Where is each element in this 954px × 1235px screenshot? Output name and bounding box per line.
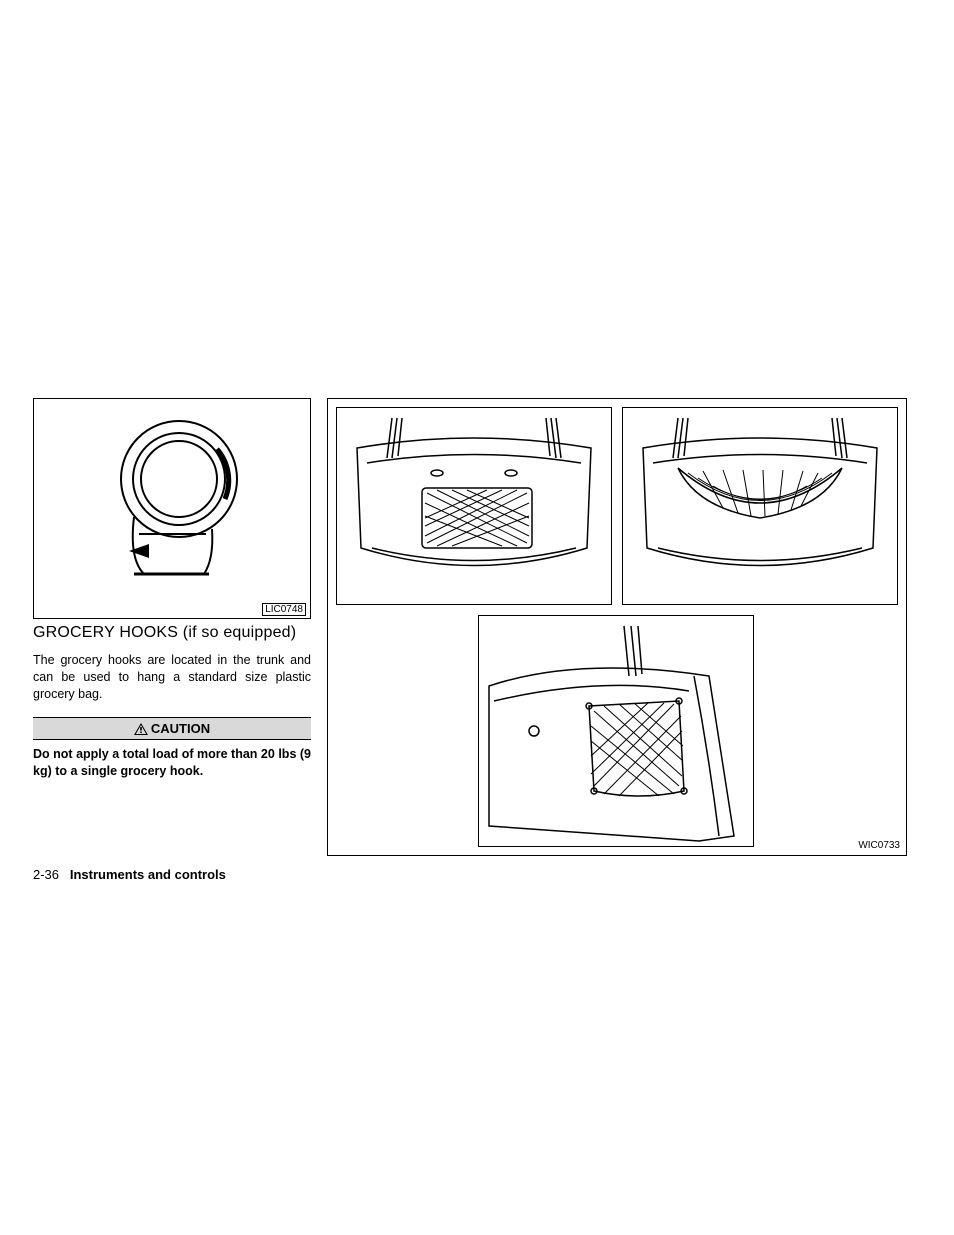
caution-text: Do not apply a total load of more than 2…	[33, 746, 311, 780]
section-body: The grocery hooks are located in the tru…	[33, 652, 311, 703]
subfigure-net-side	[478, 615, 754, 847]
left-column: LIC0748 GROCERY HOOKS (if so equipped) T…	[33, 398, 311, 779]
figure-grocery-hook: LIC0748	[33, 398, 311, 619]
grocery-hook-illustration	[34, 399, 310, 618]
subfigure-net-flat	[336, 407, 612, 605]
arrow-icon	[129, 544, 149, 558]
footer-section-title: Instruments and controls	[70, 867, 226, 882]
figure-cargo-nets: WIC0733	[327, 398, 907, 856]
page-footer: 2-36 Instruments and controls	[33, 867, 226, 882]
right-column: WIC0733	[327, 398, 907, 856]
figure-label-left: LIC0748	[262, 603, 306, 616]
section-heading: GROCERY HOOKS (if so equipped)	[33, 624, 311, 642]
figure-label-right: WIC0733	[858, 840, 900, 851]
content-area: LIC0748 GROCERY HOOKS (if so equipped) T…	[33, 398, 921, 856]
warning-triangle-icon	[134, 723, 148, 735]
page-number: 2-36	[33, 867, 59, 882]
caution-label: CAUTION	[151, 721, 210, 736]
caution-header: CAUTION	[33, 717, 311, 740]
subfigure-net-hammock	[622, 407, 898, 605]
